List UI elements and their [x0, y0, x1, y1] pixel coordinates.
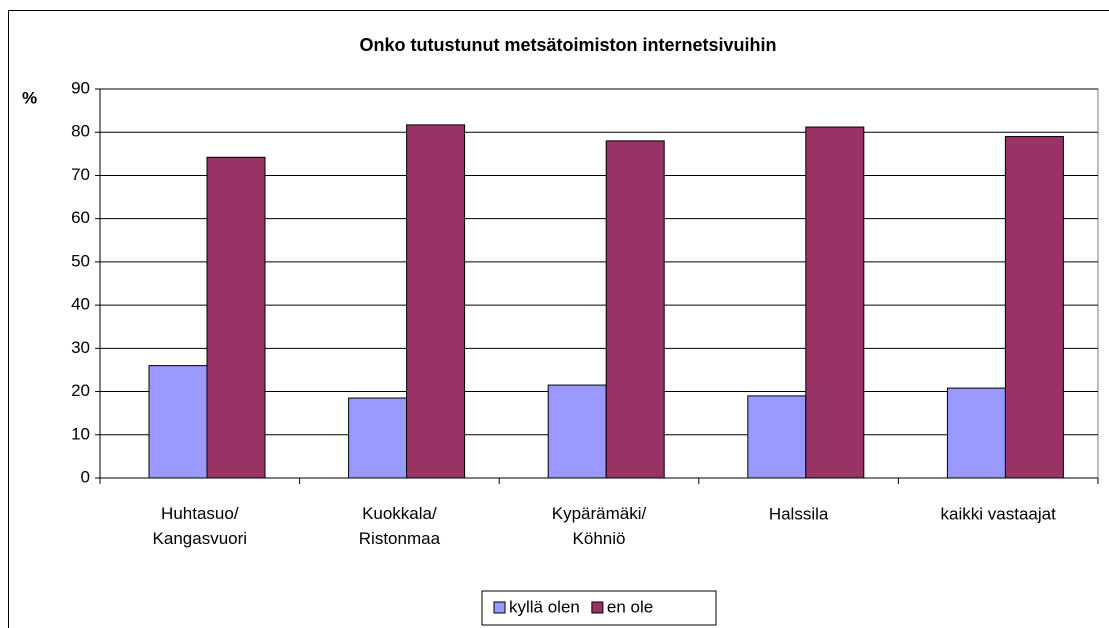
- bar: [1004, 136, 1064, 479]
- y-tick-label: 90: [71, 78, 90, 97]
- bar: [605, 140, 665, 479]
- x-tick-label: kaikki vastaajat: [941, 504, 1057, 523]
- y-tick-label: 40: [71, 295, 90, 314]
- y-tick-label: 80: [71, 122, 90, 141]
- bar: [747, 395, 807, 479]
- bar: [805, 126, 865, 479]
- x-tick-label: Halssila: [769, 504, 829, 523]
- legend-label: en ole: [607, 597, 653, 616]
- legend-label: kyllä olen: [509, 597, 580, 616]
- y-axis-label: %: [22, 88, 37, 107]
- y-tick-label: 20: [71, 381, 90, 400]
- y-tick-label: 70: [71, 165, 90, 184]
- bar: [148, 365, 208, 479]
- bar: [406, 124, 466, 479]
- bar: [547, 384, 607, 479]
- legend-swatch: [493, 601, 506, 614]
- chart-title: Onko tutustunut metsätoimiston internets…: [359, 35, 776, 55]
- y-tick-label: 60: [71, 208, 90, 227]
- x-tick-label: Huhtasuo/Kangasvuori: [153, 504, 248, 548]
- x-tick-label: Kuokkala/Ristonmaa: [359, 504, 441, 548]
- y-tick-label: 10: [71, 424, 90, 443]
- bar: [348, 397, 408, 479]
- bar: [946, 387, 1006, 479]
- x-tick-label: Kypärämäki/Köhniö: [552, 504, 647, 548]
- bar: [206, 156, 266, 479]
- y-tick-label: 30: [71, 338, 90, 357]
- y-tick-label: 50: [71, 251, 90, 270]
- legend-swatch: [591, 601, 604, 614]
- y-tick-label: 0: [81, 467, 90, 486]
